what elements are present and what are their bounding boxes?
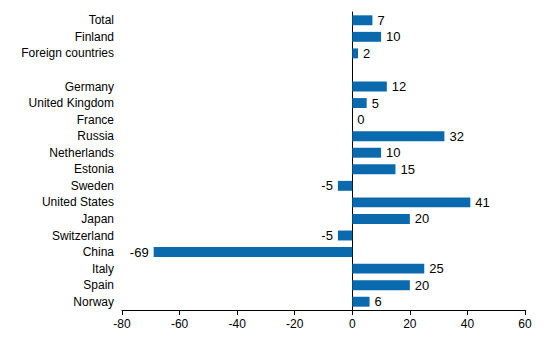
- svg-text:-60: -60: [171, 317, 189, 331]
- svg-text:7: 7: [377, 13, 384, 28]
- svg-text:Foreign countries: Foreign countries: [21, 46, 114, 60]
- svg-text:-5: -5: [321, 228, 333, 243]
- svg-text:Japan: Japan: [81, 212, 114, 226]
- svg-text:20: 20: [403, 317, 417, 331]
- svg-text:-69: -69: [130, 245, 149, 260]
- svg-text:Norway: Norway: [73, 295, 114, 309]
- svg-text:Switzerland: Switzerland: [52, 229, 114, 243]
- svg-text:United States: United States: [42, 195, 114, 209]
- svg-text:41: 41: [475, 195, 489, 210]
- svg-text:Russia: Russia: [77, 129, 114, 143]
- svg-text:China: China: [83, 245, 115, 259]
- svg-text:60: 60: [518, 317, 532, 331]
- svg-text:12: 12: [392, 79, 406, 94]
- svg-text:Finland: Finland: [75, 30, 114, 44]
- svg-text:-20: -20: [286, 317, 304, 331]
- svg-text:Netherlands: Netherlands: [49, 146, 114, 160]
- svg-text:0: 0: [357, 112, 364, 127]
- svg-text:15: 15: [400, 162, 414, 177]
- svg-text:Italy: Italy: [92, 262, 114, 276]
- svg-text:5: 5: [372, 96, 379, 111]
- svg-text:Estonia: Estonia: [74, 162, 114, 176]
- svg-text:32: 32: [449, 129, 463, 144]
- svg-text:6: 6: [375, 294, 382, 309]
- svg-text:40: 40: [461, 317, 475, 331]
- svg-text:20: 20: [415, 211, 429, 226]
- svg-text:0: 0: [349, 317, 356, 331]
- svg-text:Sweden: Sweden: [71, 179, 114, 193]
- svg-text:Spain: Spain: [83, 278, 114, 292]
- svg-text:2: 2: [363, 46, 370, 61]
- svg-text:Total: Total: [89, 13, 114, 27]
- svg-text:-80: -80: [113, 317, 131, 331]
- svg-text:United Kingdom: United Kingdom: [29, 96, 114, 110]
- svg-text:Germany: Germany: [65, 80, 114, 94]
- svg-text:-40: -40: [228, 317, 246, 331]
- svg-text:10: 10: [386, 145, 400, 160]
- svg-text:10: 10: [386, 29, 400, 44]
- svg-text:20: 20: [415, 278, 429, 293]
- svg-text:-5: -5: [321, 178, 333, 193]
- svg-text:25: 25: [429, 261, 443, 276]
- svg-text:France: France: [77, 113, 115, 127]
